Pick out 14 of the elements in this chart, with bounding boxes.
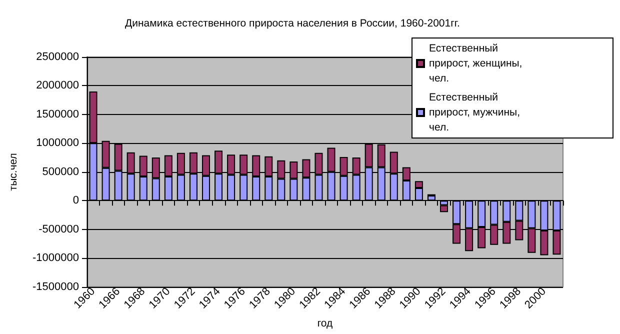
y-tick-label: 1000000 xyxy=(36,137,79,150)
legend-label: Естественный прирост, мужчины, чел. xyxy=(429,92,523,134)
y-tick-label: -1500000 xyxy=(32,280,79,293)
y-tick-label: 2500000 xyxy=(36,51,79,63)
legend-label: Естественный прирост, женщины, чел. xyxy=(429,42,526,84)
y-tick-label: -500000 xyxy=(38,223,79,236)
y-tick-label: 0 xyxy=(72,194,79,207)
y-tick-label: 2000000 xyxy=(36,80,79,92)
y-tick-label: 500000 xyxy=(42,166,79,178)
x-axis-title: год xyxy=(317,318,333,330)
y-tick-label: 1500000 xyxy=(36,108,79,120)
y-tick-label: -1000000 xyxy=(32,252,79,264)
y-axis-title: тыс.чел xyxy=(8,153,20,191)
chart-title: Динамика естественного прироста населения в России, 1960-2001гг. xyxy=(125,18,460,30)
